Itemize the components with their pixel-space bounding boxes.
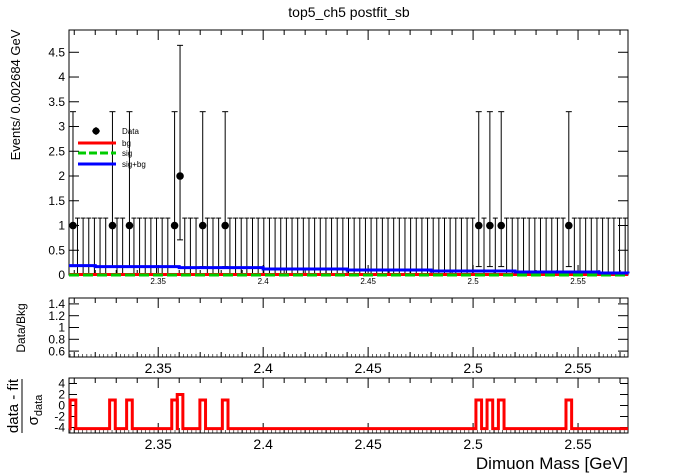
pull-y-label-numerator: data - fit [5, 378, 22, 433]
ratio-x-axis: 2.35 2.4 2.45 2.5 2.55 [69, 298, 625, 376]
y-tick-label: 1.2 [48, 309, 65, 323]
legend-label-sigbg: sig+bg [122, 160, 146, 169]
pull-y-label: data - fit σdata [5, 378, 45, 433]
pull-frame [68, 377, 629, 434]
main-y-label: Events/ 0.002684 GeV [8, 29, 23, 160]
main-panel: 00.511.522.533.544.5 2.35 2.4 2.45 2.5 2.55 … [8, 29, 630, 286]
ratio-panel: 0.60.811.21.4 2.35 2.4 2.45 2.5 2.55 Data/Bk… [14, 297, 629, 376]
y-tick-label: 0.5 [48, 243, 65, 257]
data-point [474, 221, 483, 230]
y-tick-label: 3 [58, 120, 65, 134]
pull-y-label-subscript: data [33, 394, 45, 416]
curve-sig-bg [69, 264, 630, 275]
data-point [221, 221, 229, 230]
x-tick-label: 2.45 [355, 436, 382, 452]
data-point [69, 221, 77, 230]
y-tick-label: 0 [58, 268, 65, 282]
x-tick-label: 2.4 [253, 436, 273, 452]
data-point [497, 221, 506, 230]
ratio-y-label: Data/Bkg [14, 303, 28, 352]
data-point [108, 221, 117, 230]
y-tick-label: 0.6 [48, 344, 65, 358]
data-points [69, 172, 573, 230]
legend-label-data: Data [122, 127, 139, 136]
pull-y-label-denominator: σdata [25, 394, 45, 426]
legend-label-bg: bg [122, 139, 131, 148]
y-tick-label: 2 [58, 388, 65, 402]
pull-x-axis: 2.35 2.4 2.45 2.5 2.55 [69, 378, 625, 452]
ratio-y-axis: 0.60.811.21.4 [48, 297, 628, 358]
y-tick-label: -4 [54, 421, 65, 435]
x-tick-label: 2.35 [150, 277, 166, 286]
x-tick-label: 2.4 [253, 360, 273, 376]
y-tick-label: 3.5 [48, 95, 65, 109]
x-tick-label: 2.4 [258, 277, 270, 286]
x-tick-label: 2.45 [355, 360, 382, 376]
data-point [125, 221, 134, 230]
x-axis-label: Dimuon Mass [GeV] [476, 454, 628, 473]
data-point [176, 172, 184, 180]
y-tick-label: -2 [54, 410, 65, 424]
x-tick-label: 2.55 [564, 360, 591, 376]
y-tick-label: 2 [58, 169, 65, 183]
data-point [565, 221, 573, 230]
legend: Data bg sig sig+bg [78, 127, 146, 169]
y-tick-label: 0 [58, 399, 65, 413]
x-tick-label: 2.5 [468, 277, 480, 286]
legend-label-sig: sig [122, 149, 132, 158]
x-tick-label: 2.55 [570, 277, 586, 286]
x-tick-label: 2.5 [463, 360, 483, 376]
y-tick-label: 1.4 [48, 297, 65, 311]
data-error-bars [69, 44, 628, 275]
y-tick-label: 0.8 [48, 333, 65, 347]
y-tick-label: 4.5 [48, 45, 65, 59]
y-tick-label: 1.5 [48, 194, 65, 208]
pull-histogram-line [68, 393, 628, 431]
data-point [486, 221, 494, 230]
data-point [170, 221, 179, 230]
main-y-axis: 0 0.5 1 1.5 2 2.5 3 3.5 4 4.5 [48, 45, 628, 282]
y-tick-label: 1 [58, 321, 65, 335]
y-tick-label: 1 [58, 219, 65, 233]
chart-title: top5_ch5 postfit_sb [288, 4, 410, 20]
y-tick-label: 4 [58, 377, 65, 391]
x-tick-label: 2.55 [564, 436, 591, 452]
x-tick-label: 2.35 [145, 436, 172, 452]
x-tick-label: 2.45 [360, 277, 376, 286]
ratio-frame [68, 297, 629, 358]
x-tick-label: 2.5 [463, 436, 483, 452]
y-tick-label: 2.5 [48, 144, 65, 158]
pull-y-label-sigma: σ [25, 415, 42, 425]
y-tick-label: 4 [58, 70, 65, 84]
data-point [198, 221, 207, 230]
x-tick-label: 2.35 [145, 360, 172, 376]
fit-curves [69, 264, 630, 277]
